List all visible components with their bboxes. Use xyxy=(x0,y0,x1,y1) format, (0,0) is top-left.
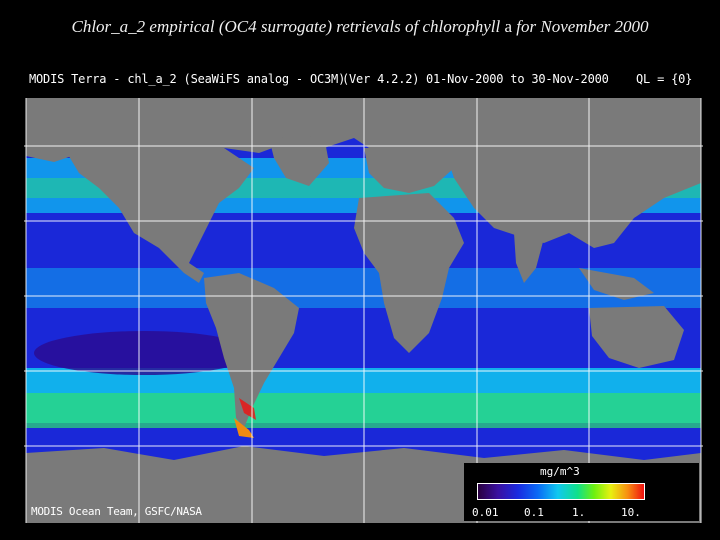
asia xyxy=(444,148,701,248)
africa xyxy=(354,193,464,353)
graticule xyxy=(24,98,703,523)
header-version: (Ver 4.2.2) xyxy=(342,72,420,86)
colorbar-tick-2: 1. xyxy=(572,506,586,519)
colorbar-tick-0: 0.01 xyxy=(472,506,499,519)
colorbar-tick-3: 10. xyxy=(621,506,641,519)
colorbar-gradient xyxy=(477,483,645,500)
india xyxy=(514,233,544,283)
south-pacific-gyre xyxy=(34,331,254,375)
chlorophyll-map: MODIS Terra - chl_a_2 (SeaWiFS analog - … xyxy=(24,68,703,523)
patagonia-shelf-bloom xyxy=(234,418,254,438)
colorbar-unit: mg/m^3 xyxy=(540,465,580,478)
title-text-tail: for November 2000 xyxy=(516,17,649,36)
slide-title: Chlor_a_2 empirical (OC4 surrogate) retr… xyxy=(20,15,700,38)
greenland xyxy=(269,136,329,186)
north-america xyxy=(64,148,254,283)
title-text-main: Chlor_a_2 empirical (OC4 surrogate) retr… xyxy=(71,17,501,36)
maritime-asia xyxy=(579,268,654,300)
colorbar-tick-1: 0.1 xyxy=(524,506,544,519)
header-ql: QL = {0} xyxy=(636,72,693,86)
europe xyxy=(364,148,454,193)
footer-credit: MODIS Ocean Team, GSFC/NASA xyxy=(31,505,202,518)
australia xyxy=(589,306,684,368)
header-dates: 01-Nov-2000 to 30-Nov-2000 xyxy=(426,72,609,86)
header-product: MODIS Terra - chl_a_2 (SeaWiFS analog - … xyxy=(29,72,346,86)
title-chl-a: a xyxy=(504,17,513,36)
map-canvas xyxy=(24,68,703,523)
